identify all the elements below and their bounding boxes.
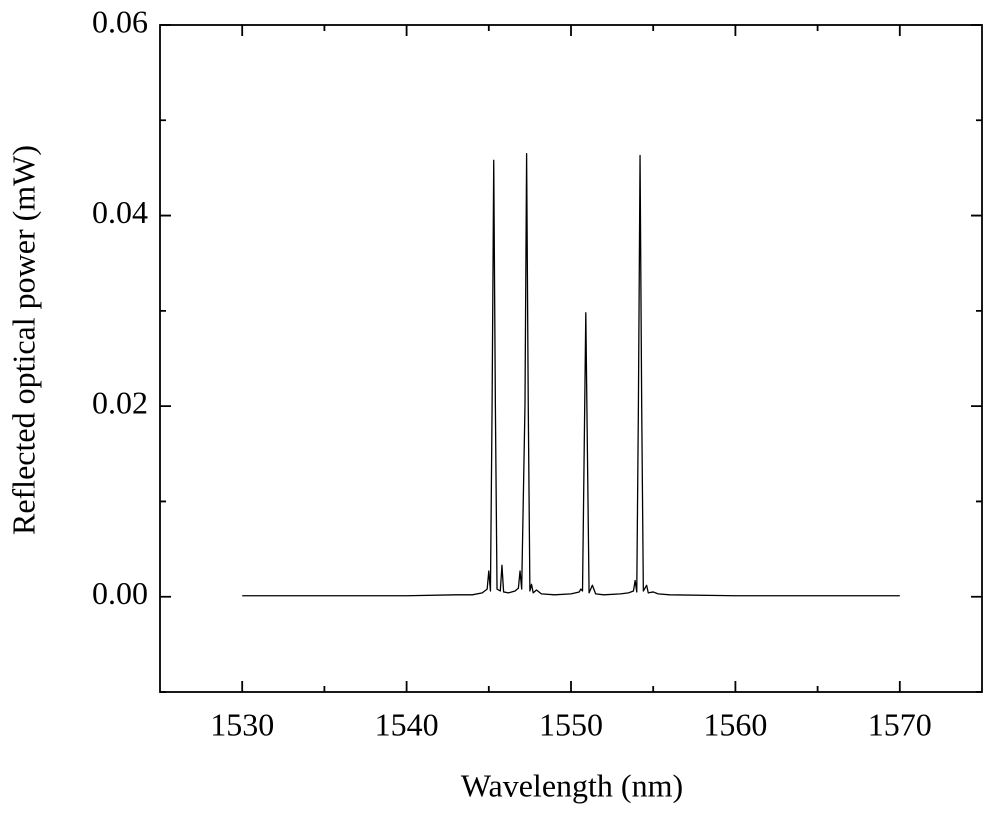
x-axis-label: Wavelength (nm) [461, 767, 683, 803]
y-tick-label: 0.02 [92, 384, 148, 420]
x-tick-label: 1570 [868, 706, 932, 742]
plot-frame [159, 24, 983, 693]
y-axis-label: Reflected optical power (mW) [5, 145, 41, 535]
x-tick-label: 1530 [210, 706, 274, 742]
x-tick-label: 1560 [703, 706, 767, 742]
y-tick-label: 0.06 [92, 3, 148, 39]
data-line [242, 152, 900, 597]
y-tick-label: 0.04 [92, 194, 148, 230]
x-tick-label: 1550 [539, 706, 603, 742]
y-tick-label: 0.00 [92, 575, 148, 611]
x-tick-label: 1540 [375, 706, 439, 742]
